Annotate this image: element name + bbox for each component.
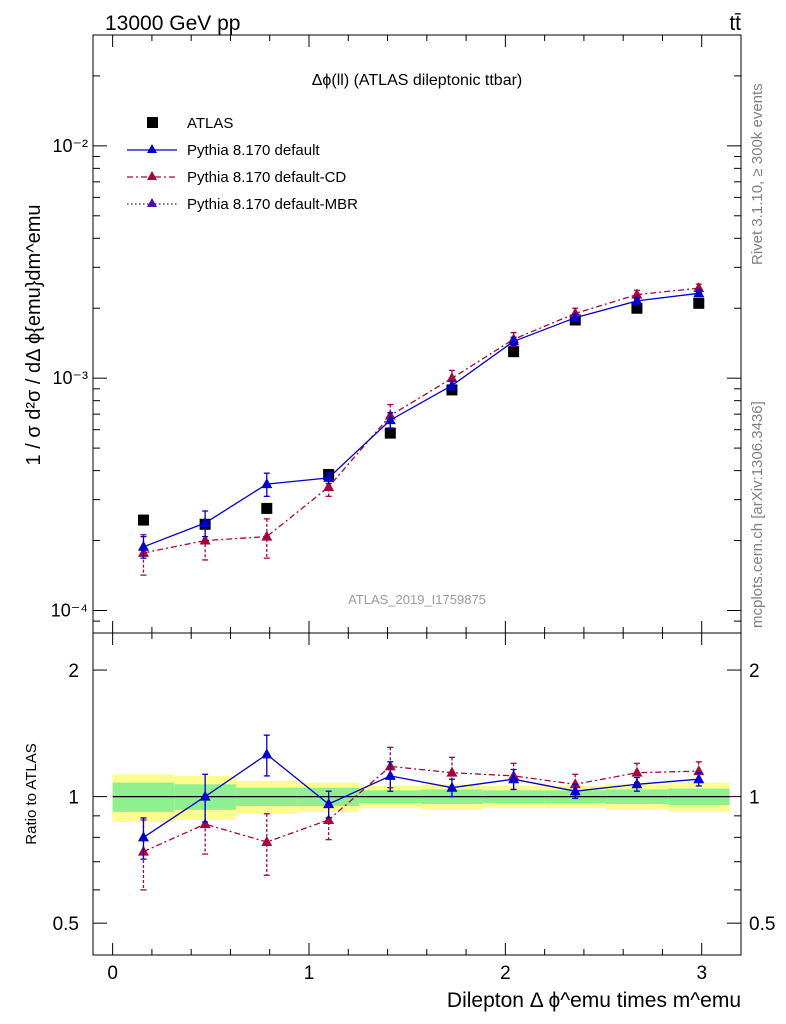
legend-marker-atlas <box>147 117 158 128</box>
pythia-default-point <box>261 478 273 489</box>
x-tick-label: 3 <box>696 963 707 984</box>
pythia-default-point <box>323 471 335 482</box>
ratio-pythia-default-line <box>143 753 699 838</box>
pythia-default-cd-line <box>143 287 699 554</box>
atlas-data-point <box>693 297 705 309</box>
rivet-label: Rivet 3.1.10, ≥ 300k events <box>749 83 766 265</box>
ratio-pythia-default-cd-point <box>323 813 335 824</box>
y-tick-label-right: 1 <box>749 788 760 809</box>
y-tick-label-right: 2 <box>749 661 760 682</box>
ratio-pythia-default-point <box>199 790 211 801</box>
ratio-pythia-default-cd-point <box>261 835 273 846</box>
pythia-default-point <box>137 540 149 551</box>
y-tick-label: 10⁻⁴ <box>51 600 88 620</box>
pythia-default-point <box>199 516 211 527</box>
pythia-default-cd-point <box>446 372 458 383</box>
y-tick-label: 1 <box>68 788 79 809</box>
y-tick-label: 2 <box>68 661 79 682</box>
legend-label-mbr: Pythia 8.170 default-MBR <box>187 196 358 213</box>
main-title: Δϕ(ll) (ATLAS dileptonic ttbar) <box>312 72 523 89</box>
x-axis-label: Dilepton Δ ϕ^emu times m^emu <box>447 989 741 1012</box>
pythia-default-cd-point <box>199 534 211 545</box>
ratio-panel: 0 1 2 3 0.5 0.5 1 1 2 2 Ratio to ATLAS Dilepton Δ… <box>23 632 775 1012</box>
atlas-data-point <box>631 302 643 314</box>
ratio-pythia-default-cd-line <box>143 765 699 853</box>
main-y-axis-label: 1 / σ d²σ / dΔ ϕ{emu}dm^emu <box>23 205 45 466</box>
ratio-pythia-default-cd-point <box>631 766 643 777</box>
y-tick-label: 10⁻³ <box>52 368 88 388</box>
main-panel: 10⁻⁴ 10⁻³ 10⁻² Δϕ(ll) (ATLAS dileptonic tt… <box>23 34 742 634</box>
header-energy: 13000 GeV pp <box>105 12 240 35</box>
ratio-pythia-default-cd-point <box>569 778 581 789</box>
ratio-pythia-default-point <box>137 831 149 842</box>
mcplots-label: mcplots.cern.ch [arXiv:1306.3436] <box>749 401 766 628</box>
pythia-default-cd-point <box>323 481 335 492</box>
ratio-pythia-default-point <box>508 773 520 784</box>
ratio-pythia-default-point <box>261 748 273 759</box>
ratio-y-axis-label: Ratio to ATLAS <box>23 743 40 844</box>
pythia-default-cd-point <box>631 288 643 299</box>
legend-label-default: Pythia 8.170 default <box>187 142 320 159</box>
atlas-data-point <box>137 514 149 526</box>
pythia-default-point <box>508 335 520 346</box>
pythia-default-point <box>631 294 643 305</box>
legend-marker-cd <box>147 171 157 180</box>
x-tick-label: 2 <box>500 963 511 984</box>
ratio-pythia-default-point <box>446 781 458 792</box>
pythia-default-cd-point <box>261 530 273 541</box>
header-process: tt̄ <box>729 12 741 35</box>
atlas-data-point <box>508 346 520 358</box>
pythia-default-line <box>143 292 699 548</box>
ratio-pythia-default-point <box>693 773 705 784</box>
pythia-default-point <box>446 379 458 390</box>
pythia-default-point <box>569 311 581 322</box>
legend-label-cd: Pythia 8.170 default-CD <box>187 169 346 186</box>
ratio-pythia-default-point <box>323 798 335 809</box>
atlas-data-point <box>261 502 273 514</box>
x-tick-label: 1 <box>304 963 315 984</box>
legend-label-atlas: ATLAS <box>187 115 233 132</box>
pythia-default-point <box>693 287 705 298</box>
ratio-pythia-default-point <box>384 769 396 780</box>
ratio-pythia-default-point <box>569 785 581 796</box>
x-tick-label: 0 <box>107 963 118 984</box>
ratio-pythia-default-cd-point <box>199 818 211 829</box>
pythia-default-point <box>384 414 396 425</box>
y-tick-label-right: 0.5 <box>749 914 775 935</box>
watermark: ATLAS_2019_I1759875 <box>348 592 486 607</box>
legend-marker-default <box>147 144 157 153</box>
ratio-pythia-default-point <box>631 778 643 789</box>
legend: ATLAS Pythia 8.170 default Pythia 8.170 … <box>127 115 358 213</box>
y-tick-label: 0.5 <box>53 914 79 935</box>
atlas-data-point <box>384 427 396 439</box>
legend-marker-mbr <box>147 198 157 207</box>
ratio-pythia-default-cd-point <box>446 766 458 777</box>
y-tick-label: 10⁻² <box>52 136 88 156</box>
